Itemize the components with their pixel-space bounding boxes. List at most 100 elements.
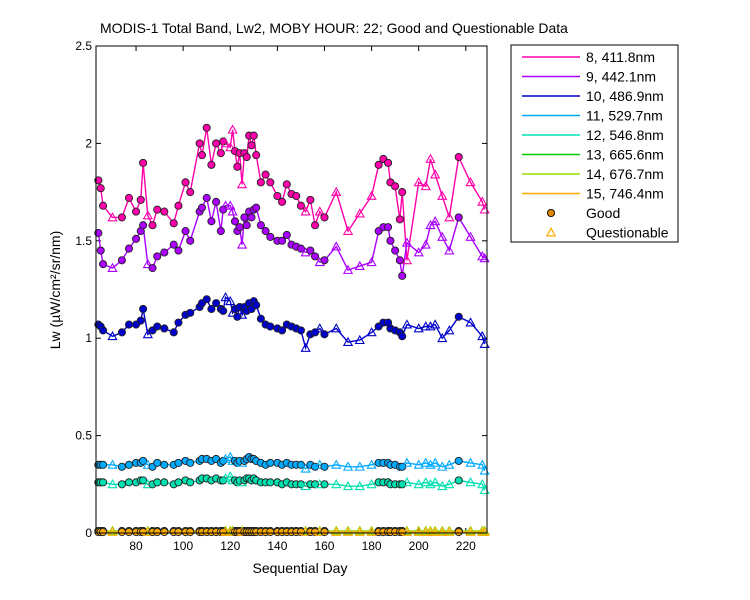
questionable-point	[354, 208, 365, 218]
x-axis-ticks: 80 100 120 140 160 180 200 220	[129, 46, 476, 553]
questionable-point	[354, 526, 365, 536]
questionable-point	[413, 323, 424, 333]
good-point	[124, 478, 134, 487]
good-point	[386, 236, 395, 245]
good-point	[197, 151, 207, 160]
good-point	[454, 152, 463, 162]
good-point	[139, 221, 148, 230]
x-tick-label: 120	[220, 539, 240, 553]
questionable-point	[444, 245, 455, 255]
good-point	[186, 478, 195, 487]
y-tick-label: 2	[85, 136, 92, 150]
questionable-point	[465, 457, 476, 467]
good-point	[124, 193, 134, 202]
questionable-point	[444, 212, 455, 222]
legend-items: 8, 411.8nm 9, 442.1nm 10, 486.9nm 11, 529.7…	[522, 49, 669, 241]
good-point	[94, 228, 103, 238]
good-point	[174, 478, 183, 487]
questionable-point	[477, 459, 488, 469]
good-point	[266, 458, 275, 467]
legend-label: 15, 746.4nm	[586, 186, 664, 202]
questionable-point	[314, 206, 325, 216]
x-tick-label: 200	[409, 539, 429, 553]
questionable-point	[342, 526, 354, 536]
good-point	[94, 176, 103, 185]
good-point	[212, 139, 221, 148]
good-point	[282, 180, 291, 189]
good-point	[266, 527, 275, 537]
good-point	[384, 223, 393, 232]
good-point	[320, 213, 329, 222]
questionable-point	[331, 241, 342, 251]
legend-label: 12, 546.8nm	[586, 127, 664, 143]
x-axis-label: Sequential Day	[253, 560, 348, 576]
good-point	[186, 527, 195, 537]
good-point	[296, 326, 305, 335]
questionable-point	[477, 251, 488, 261]
good-point	[454, 213, 463, 222]
questionable-point	[444, 459, 455, 469]
good-point	[197, 203, 207, 212]
good-point	[212, 197, 221, 206]
good-point	[99, 326, 108, 335]
questionable-point	[342, 336, 354, 347]
questionable-point	[413, 478, 424, 489]
questionable-point	[342, 461, 354, 471]
questionable-point	[142, 210, 153, 220]
y-tick-label: 1.5	[75, 234, 92, 248]
good-point	[292, 191, 301, 201]
good-point	[96, 246, 105, 255]
good-point	[261, 227, 270, 236]
good-point	[160, 324, 169, 333]
legend-label: 10, 486.9nm	[586, 88, 664, 104]
questionable-point	[236, 178, 248, 189]
questionable-point	[465, 477, 476, 487]
good-point	[266, 178, 275, 187]
questionable-point	[437, 332, 448, 343]
good-point	[207, 217, 216, 226]
questionable-point	[366, 256, 377, 267]
good-point	[153, 527, 162, 537]
good-point	[153, 478, 162, 487]
good-point	[181, 178, 190, 187]
good-point	[233, 162, 242, 171]
y-tick-label: 0	[85, 526, 92, 540]
questionable-point	[107, 526, 118, 536]
questionable-point	[331, 526, 342, 536]
questionable-point	[225, 200, 236, 210]
legend-box	[510, 44, 679, 243]
questionable-point	[366, 190, 377, 200]
good-point	[212, 299, 221, 308]
questionable-point	[107, 459, 118, 469]
good-point	[153, 252, 162, 261]
questionable-point	[437, 526, 448, 536]
good-point	[296, 460, 305, 469]
plot-area	[96, 46, 487, 533]
good-point	[454, 527, 463, 537]
good-point	[160, 478, 169, 487]
questionable-point	[401, 457, 413, 467]
good-point	[139, 456, 148, 465]
good-point	[306, 195, 315, 204]
questionable-point	[354, 334, 365, 345]
questionable-point	[354, 260, 365, 271]
good-point	[202, 193, 211, 202]
questionable-point	[300, 206, 311, 216]
questionable-point	[413, 177, 424, 187]
good-point	[266, 232, 275, 241]
y-tick-label: 0.5	[75, 429, 92, 443]
questionable-point	[437, 480, 448, 491]
good-point	[131, 234, 141, 243]
good-point	[174, 201, 183, 210]
good-point	[235, 223, 244, 232]
questionable-point	[477, 478, 488, 489]
good-point	[174, 318, 183, 327]
legend-label: 14, 676.7nm	[586, 166, 664, 182]
good-point	[136, 195, 145, 204]
good-point	[124, 527, 134, 537]
good-point	[384, 158, 393, 167]
questionable-point	[331, 186, 342, 197]
questionable-point	[437, 231, 448, 241]
good-point	[160, 248, 169, 257]
good-point	[117, 328, 126, 337]
